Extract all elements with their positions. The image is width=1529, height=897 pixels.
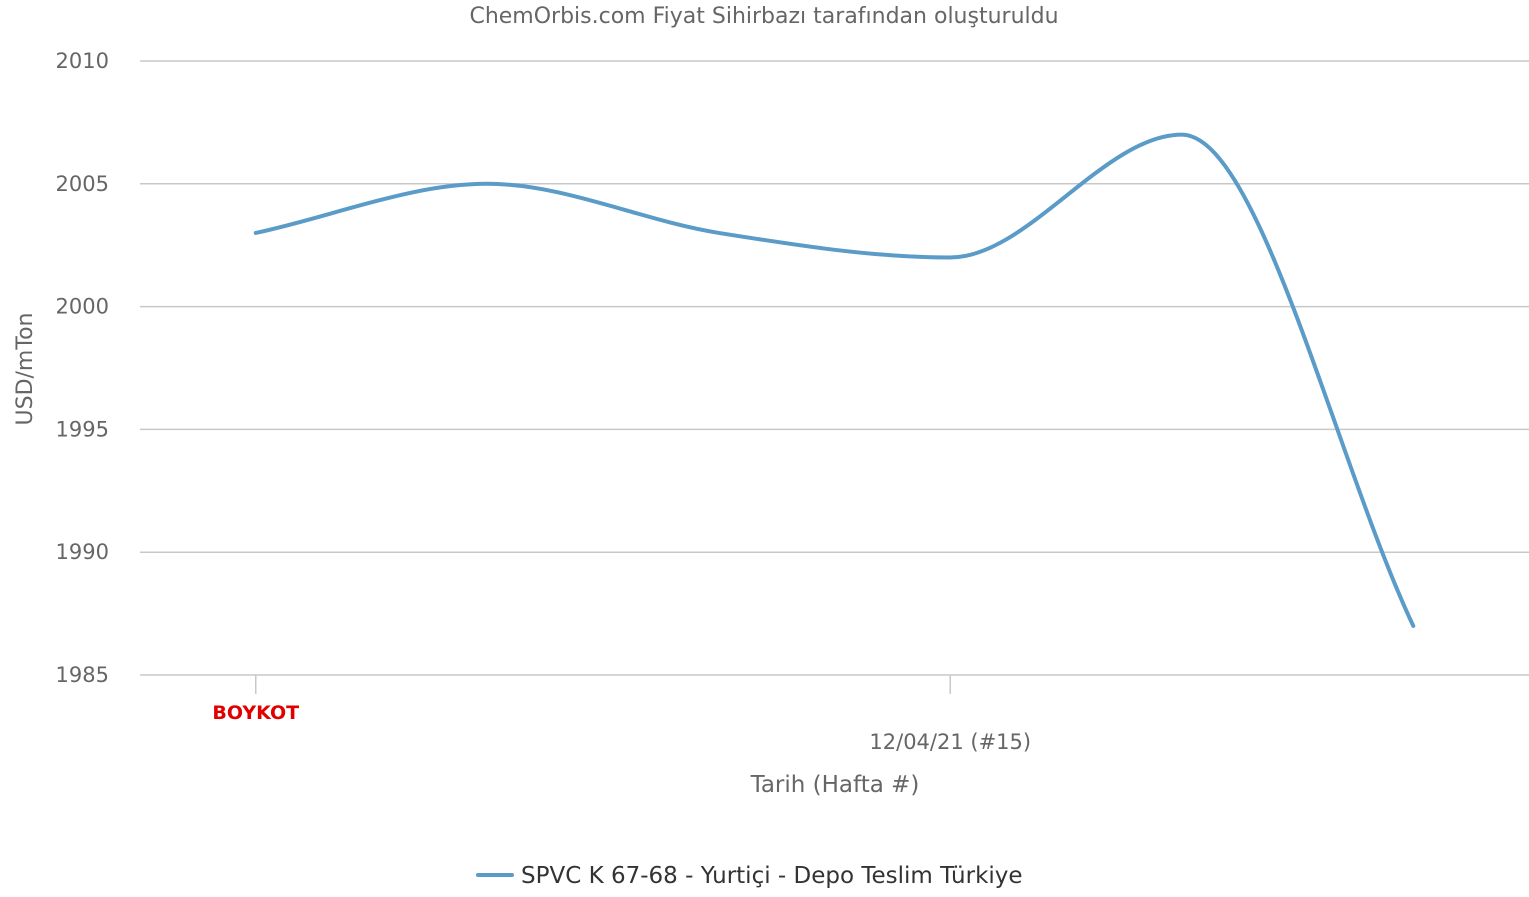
y-tick-label: 2010 [56,49,109,73]
legend[interactable]: SPVC K 67-68 - Yurtiçi - Depo Teslim Tür… [476,863,1023,889]
x-tick-label: 12/04/21 (#15) [869,730,1031,754]
data-point[interactable] [1176,129,1188,141]
y-tick-label: 2005 [56,172,109,196]
y-axis-ticks: 2010 2005 2000 1995 1990 1985 [56,49,109,687]
boykot-label: BOYKOT [212,702,299,724]
data-point[interactable] [250,227,262,239]
y-tick-label: 1995 [56,417,109,441]
y-tick-label: 2000 [56,295,109,319]
series-layer [250,129,1419,632]
x-axis-ticks: BOYKOT 12/04/21 (#15) [212,675,1031,754]
data-point[interactable] [713,227,725,239]
data-point[interactable] [481,178,493,190]
legend-item-label: SPVC K 67-68 - Yurtiçi - Depo Teslim Tür… [521,863,1023,889]
data-point[interactable] [944,251,956,263]
y-axis-label: USD/mTon [13,313,38,426]
x-axis-label: Tarih (Hafta #) [750,772,920,798]
y-tick-label: 1985 [56,663,109,687]
series-line-0[interactable] [253,132,1416,628]
chart-subtitle: ChemOrbis.com Fiyat Sihirbazı tarafından… [469,4,1058,29]
y-tick-label: 1990 [56,540,109,564]
data-point[interactable] [1407,620,1419,632]
grid-lines [140,60,1529,676]
